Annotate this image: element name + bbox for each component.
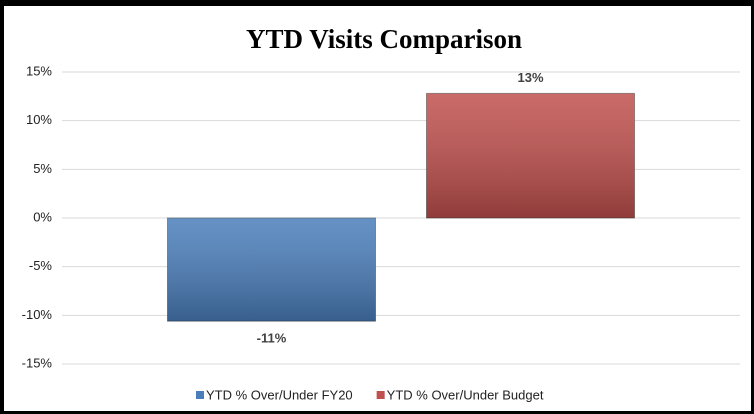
legend-swatch xyxy=(376,391,385,399)
bar xyxy=(426,92,635,219)
y-tick-label: 0% xyxy=(33,209,52,224)
data-label: -11% xyxy=(257,331,287,346)
data-label: 13% xyxy=(517,70,543,85)
bar xyxy=(167,217,376,322)
y-tick-label: 5% xyxy=(33,161,52,176)
y-tick-label: -10% xyxy=(22,307,53,322)
legend-label: YTD % Over/Under Budget xyxy=(387,387,544,402)
chart-title: YTD Visits Comparison xyxy=(246,24,522,54)
y-tick-label: 10% xyxy=(26,112,52,127)
y-tick-label: 15% xyxy=(26,63,52,78)
legend-swatch xyxy=(196,391,204,399)
chart-area xyxy=(4,6,751,411)
y-tick-label: -15% xyxy=(22,355,53,370)
legend-label: YTD % Over/Under FY20 xyxy=(206,387,353,402)
y-tick-label: -5% xyxy=(29,258,53,273)
